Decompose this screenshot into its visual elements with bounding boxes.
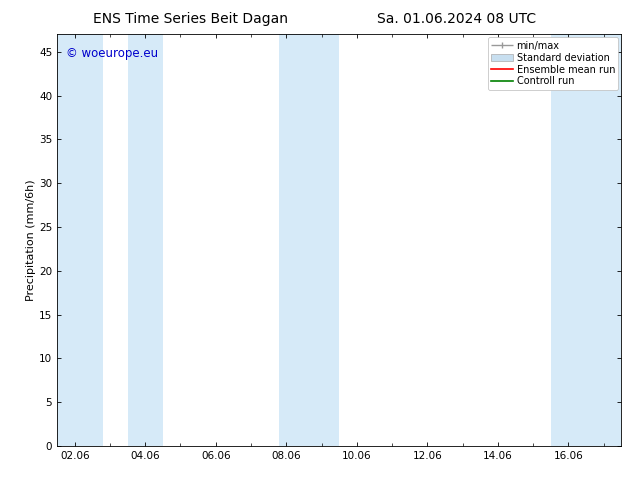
Bar <box>551 34 621 446</box>
Y-axis label: Precipitation (mm/6h): Precipitation (mm/6h) <box>26 179 36 301</box>
Bar <box>279 34 339 446</box>
Legend: min/max, Standard deviation, Ensemble mean run, Controll run: min/max, Standard deviation, Ensemble me… <box>488 37 618 90</box>
Text: © woeurope.eu: © woeurope.eu <box>65 47 158 60</box>
Bar <box>127 34 163 446</box>
Text: Sa. 01.06.2024 08 UTC: Sa. 01.06.2024 08 UTC <box>377 12 536 26</box>
Bar <box>57 34 103 446</box>
Text: ENS Time Series Beit Dagan: ENS Time Series Beit Dagan <box>93 12 288 26</box>
